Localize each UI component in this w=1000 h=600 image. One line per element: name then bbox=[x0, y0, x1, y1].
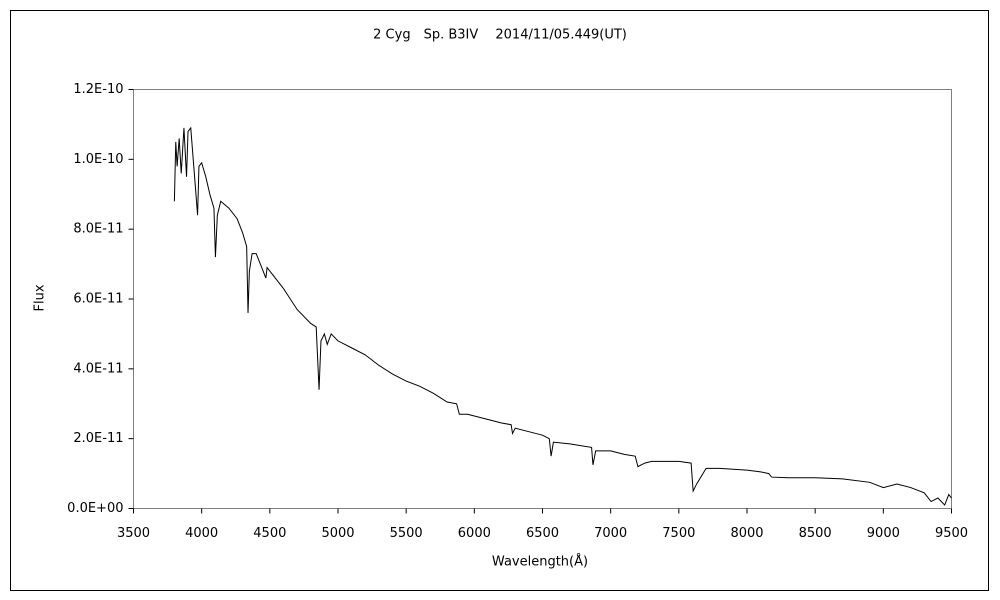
y-tick-label: 8.0E-11 bbox=[73, 222, 123, 237]
y-tick-label: 2.0E-11 bbox=[73, 431, 123, 446]
x-axis-label: Wavelength(Å) bbox=[492, 554, 588, 570]
x-tick-label: 8500 bbox=[799, 526, 832, 541]
x-tick-label: 4000 bbox=[185, 526, 218, 541]
y-tick-label: 0.0E+00 bbox=[67, 501, 123, 516]
y-tick-label: 1.0E-10 bbox=[73, 152, 123, 167]
x-tick-label: 9500 bbox=[935, 526, 968, 541]
x-tick-label: 4500 bbox=[253, 526, 286, 541]
x-tick-label: 8000 bbox=[730, 526, 763, 541]
x-tick-label: 5000 bbox=[321, 526, 354, 541]
chart-title: 2 Cyg Sp. B3IV 2014/11/05.449(UT) bbox=[373, 28, 627, 43]
x-tick-label: 6500 bbox=[526, 526, 559, 541]
x-tick-label: 7500 bbox=[662, 526, 695, 541]
plot-area bbox=[133, 89, 952, 509]
y-axis-label: Flux bbox=[33, 284, 48, 311]
x-tick-label: 3500 bbox=[117, 526, 150, 541]
spectrum-line bbox=[173, 126, 952, 506]
x-tick-label: 7000 bbox=[594, 526, 627, 541]
y-tick-label: 1.2E-10 bbox=[73, 82, 123, 97]
chart-frame bbox=[10, 10, 989, 591]
x-tick-label: 9000 bbox=[867, 526, 900, 541]
y-tick-label: 4.0E-11 bbox=[73, 361, 123, 376]
x-tick-label: 5500 bbox=[390, 526, 423, 541]
x-tick-label: 6000 bbox=[458, 526, 491, 541]
y-tick-label: 6.0E-11 bbox=[73, 292, 123, 307]
